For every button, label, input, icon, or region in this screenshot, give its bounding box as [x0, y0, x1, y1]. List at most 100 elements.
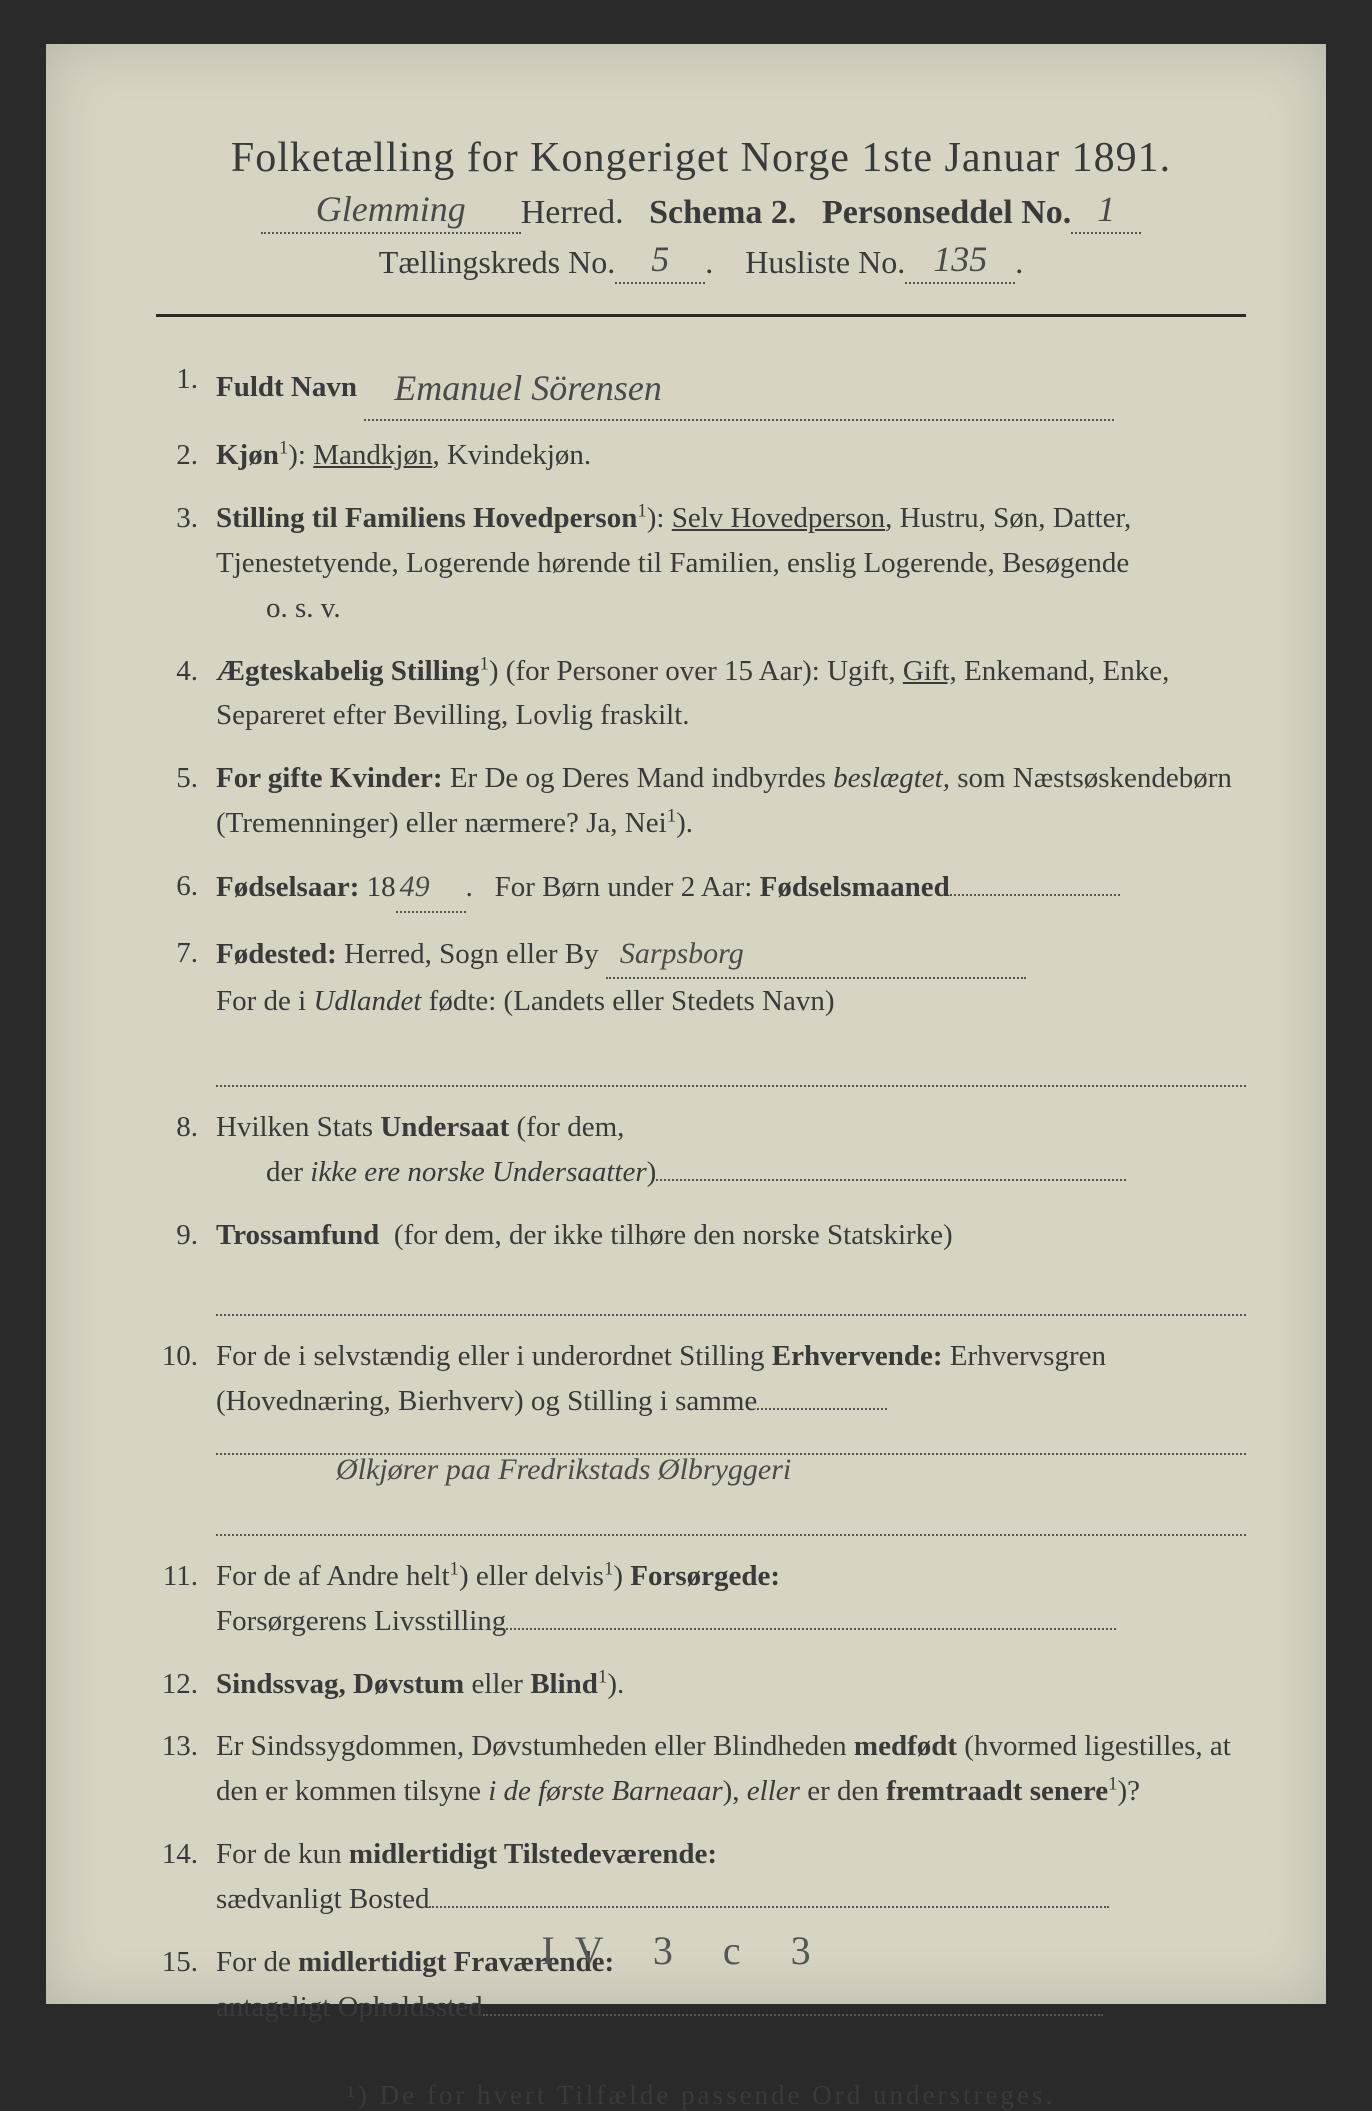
husliste-no: 135	[933, 239, 987, 279]
text: Forsørgerens Livsstilling	[216, 1605, 506, 1637]
field-2: 2. Kjøn1): Mandkjøn, Kvindekjøn.	[156, 433, 1246, 478]
field-1: 1. Fuldt Navn Emanuel Sörensen	[156, 357, 1246, 415]
field-num: 10.	[156, 1334, 216, 1535]
field-5: 5. For gifte Kvinder: Er De og Deres Man…	[156, 756, 1246, 846]
text: ),	[723, 1775, 740, 1807]
field-label: Sindssvag, Døvstum	[216, 1668, 464, 1700]
field-label: Trossamfund	[216, 1219, 379, 1251]
census-form-page: Folketælling for Kongeriget Norge 1ste J…	[46, 44, 1326, 2004]
field-num: 9.	[156, 1213, 216, 1317]
text: For de kun	[216, 1838, 342, 1870]
field-num: 7.	[156, 931, 216, 1087]
text: er den	[807, 1775, 879, 1807]
field-13: 13. Er Sindssygdommen, Døvstumheden elle…	[156, 1724, 1246, 1814]
field-label-2: Fødselsmaaned	[760, 871, 950, 903]
field-8: 8. Hvilken Stats Undersaat (for dem, der…	[156, 1105, 1246, 1195]
text: eller delvis	[476, 1560, 604, 1592]
field-num: 12.	[156, 1662, 216, 1707]
field-label: Fødselsaar:	[216, 871, 359, 903]
text: Er De og Deres Mand indbyrdes	[450, 762, 826, 794]
personseddel-no: 1	[1097, 189, 1115, 229]
birthplace-value: Sarpsborg	[610, 937, 744, 970]
field-6: 6. Fødselsaar: 1849. For Børn under 2 Aa…	[156, 864, 1246, 913]
marital-paren: (for Personer over 15 Aar):	[506, 655, 820, 687]
field-label: Fødested:	[216, 938, 337, 970]
field-num: 1.	[156, 357, 216, 415]
text: For de i selvstændig eller i underordnet…	[216, 1340, 765, 1372]
full-name-value: Emanuel Sörensen	[364, 368, 662, 408]
text: For Børn under 2 Aar:	[495, 871, 753, 903]
text: (for dem,	[516, 1111, 624, 1143]
text: der	[216, 1156, 303, 1188]
field-11: 11. For de af Andre helt1) eller delvis1…	[156, 1554, 1246, 1644]
occupation-value: Ølkjører paa Fredrikstads Ølbryggeri	[336, 1447, 791, 1494]
field-num: 6.	[156, 864, 216, 913]
footnote-marker: ¹)	[347, 2080, 370, 2110]
field-label: For gifte Kvinder:	[216, 762, 443, 794]
text: For de af Andre helt	[216, 1560, 450, 1592]
field-num: 11.	[156, 1554, 216, 1644]
field-3: 3. Stilling til Familiens Hovedperson1):…	[156, 496, 1246, 631]
marital-selected: Gift,	[903, 655, 957, 687]
page-title: Folketælling for Kongeriget Norge 1ste J…	[156, 134, 1246, 182]
field-num: 14.	[156, 1832, 216, 1922]
text: For de i	[216, 985, 306, 1017]
marital-before: Ugift,	[827, 655, 895, 687]
field-label: Stilling til Familiens Hovedperson	[216, 502, 637, 534]
kreds-label: Tællingskreds No.	[379, 244, 615, 280]
field-label: Forsørgede:	[630, 1560, 780, 1592]
field-num: 2.	[156, 433, 216, 478]
field-num: 13.	[156, 1724, 216, 1814]
field-7: 7. Fødested: Herred, Sogn eller By Sarps…	[156, 931, 1246, 1087]
field-label: Fuldt Navn	[216, 371, 357, 403]
birth-year: 49	[400, 870, 430, 903]
footnote: ¹) De for hvert Tilfælde passende Ord un…	[156, 2080, 1246, 2111]
schema-label: Schema 2.	[649, 194, 796, 231]
header-divider	[156, 314, 1246, 317]
kreds-no: 5	[651, 239, 669, 279]
text: Hvilken Stats	[216, 1111, 373, 1143]
field-label: Ægteskabelig Stilling	[216, 655, 479, 687]
text-italic: i de første Barneaar	[488, 1775, 722, 1807]
field-4: 4. Ægteskabelig Stilling1) (for Personer…	[156, 649, 1246, 739]
field-label: midlertidigt Tilstedeværende:	[349, 1838, 717, 1870]
field-label: Undersaat	[380, 1111, 509, 1143]
field-label: Kjøn	[216, 439, 279, 471]
text-italic: Udlandet	[313, 985, 421, 1017]
text: Er Sindssygdommen, Døvstumheden eller Bl…	[216, 1730, 847, 1762]
header-line-1: Glemming Herred. Schema 2. Personseddel N…	[156, 190, 1246, 234]
field-label: Erhvervende:	[772, 1340, 943, 1372]
herred-label: Herred.	[521, 194, 624, 231]
personseddel-label: Personseddel No.	[822, 194, 1071, 231]
text: eller	[471, 1668, 523, 1700]
header-line-2: Tællingskreds No.5. Husliste No.135.	[156, 240, 1246, 284]
text-italic: ikke ere norske Undersaatter	[310, 1156, 646, 1188]
herred-value: Glemming	[316, 189, 466, 229]
relation-selected: Selv Hovedperson	[672, 502, 885, 534]
relation-etc: o. s. v.	[216, 586, 1246, 631]
field-14: 14. For de kun midlertidigt Tilstedevære…	[156, 1832, 1246, 1922]
field-num: 3.	[156, 496, 216, 631]
text: antageligt Opholdssted	[216, 1991, 483, 2023]
text-italic: eller	[747, 1775, 800, 1807]
field-label-2: Blind	[530, 1668, 598, 1700]
husliste-label: Husliste No.	[745, 244, 905, 280]
archive-marks: IV 3 c 3	[46, 1927, 1326, 1974]
field-label-2: fremtraadt senere	[886, 1775, 1108, 1807]
text: Herred, Sogn eller By	[344, 938, 599, 970]
field-num: 4.	[156, 649, 216, 739]
text: (for dem, der ikke tilhøre den norske St…	[394, 1219, 953, 1251]
footnote-text: De for hvert Tilfælde passende Ord under…	[380, 2080, 1056, 2110]
field-10: 10. For de i selvstændig eller i underor…	[156, 1334, 1246, 1535]
field-12: 12. Sindssvag, Døvstum eller Blind1).	[156, 1662, 1246, 1707]
year-prefix: 18	[367, 871, 396, 903]
sex-selected: Mandkjøn	[313, 439, 432, 471]
field-label: medfødt	[854, 1730, 957, 1762]
field-num: 5.	[156, 756, 216, 846]
text: fødte: (Landets eller Stedets Navn)	[429, 985, 835, 1017]
text-italic: beslægtet,	[833, 762, 950, 794]
text: sædvanligt Bosted	[216, 1883, 429, 1915]
field-num: 8.	[156, 1105, 216, 1195]
field-9: 9. Trossamfund (for dem, der ikke tilhør…	[156, 1213, 1246, 1317]
sex-other: Kvindekjøn.	[447, 439, 591, 471]
